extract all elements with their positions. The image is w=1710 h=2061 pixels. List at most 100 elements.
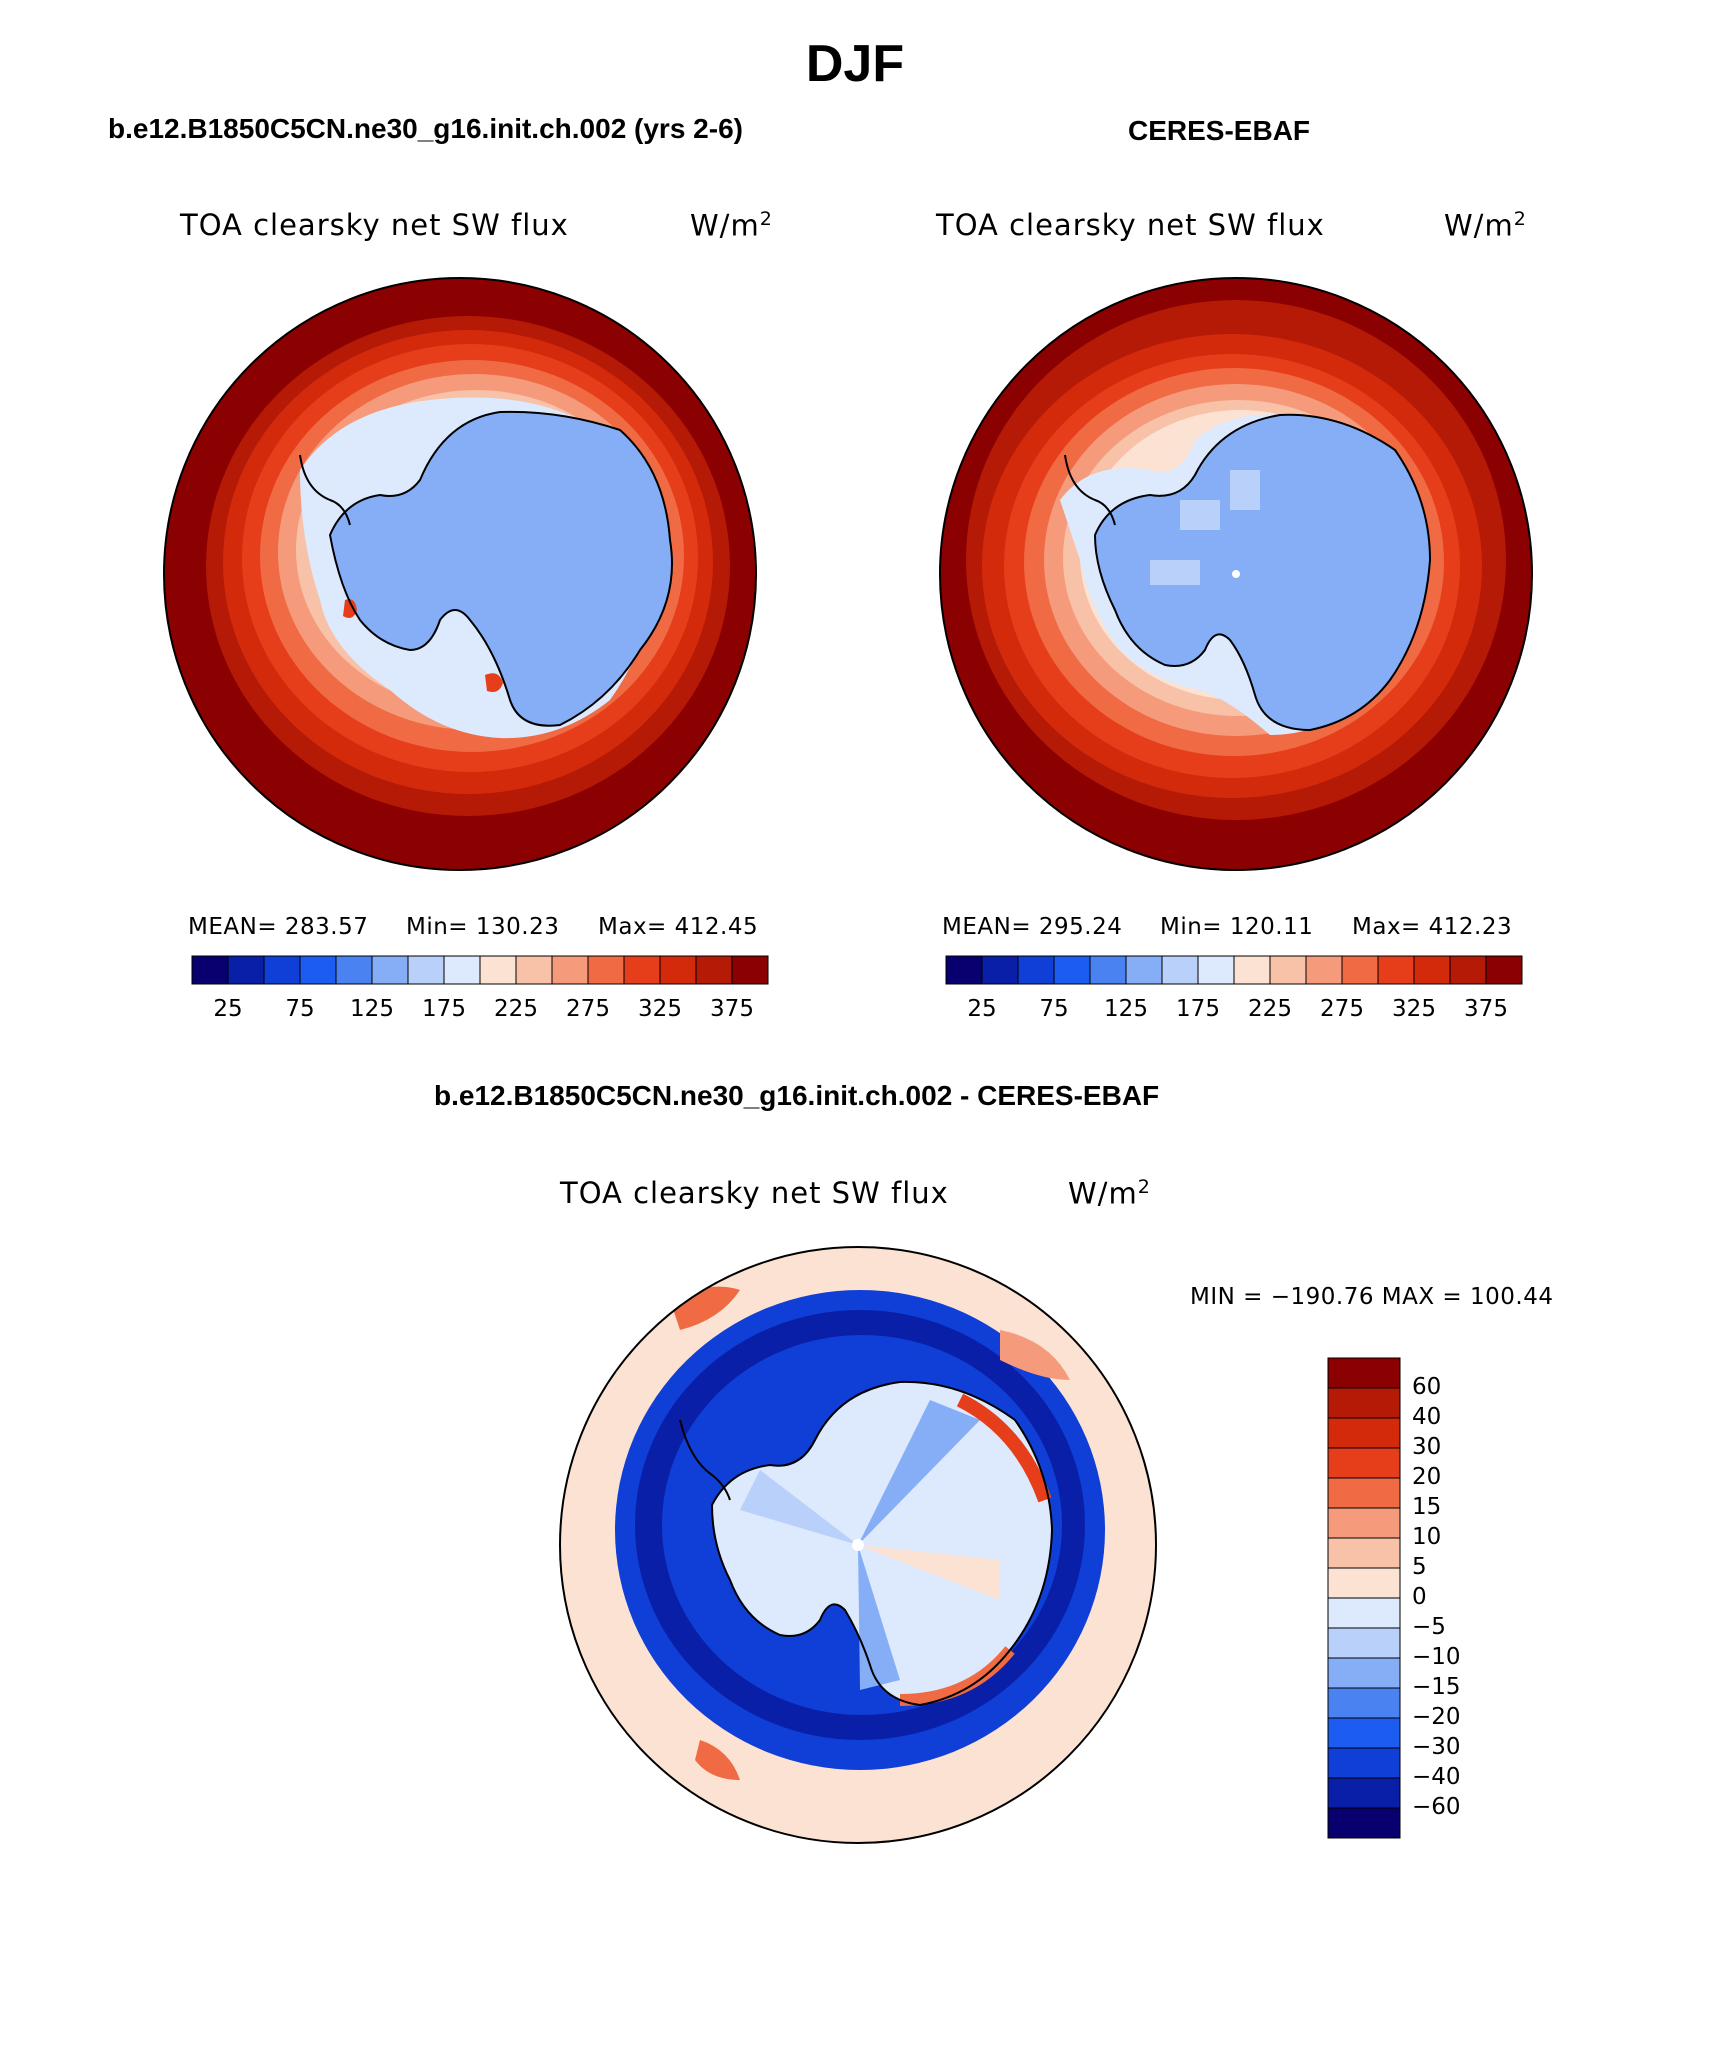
colorbar-swatch: [1327, 1747, 1401, 1779]
colorbar-swatch: [695, 955, 733, 985]
colorbar-swatch: [1377, 955, 1415, 985]
model-variable-label: TOA clearsky net SW flux: [180, 208, 569, 242]
model-red-patch: [343, 599, 357, 618]
difference-ice-sector: [740, 1470, 858, 1545]
colorbar-tick-label: 0: [1412, 1584, 1427, 1610]
colorbar-tick-label: 15: [1412, 1494, 1442, 1520]
model-units-label: W/m2: [690, 208, 773, 243]
colorbar-tick-label: 25: [967, 996, 997, 1022]
obs-mean-stat: MEAN= 295.24: [942, 914, 1123, 940]
colorbar-swatch: [335, 955, 373, 985]
obs-variable-label: TOA clearsky net SW flux: [936, 208, 1325, 242]
difference-ice-sector: [858, 1400, 980, 1545]
colorbar-tick-label: 125: [350, 996, 394, 1022]
model-antarctica-fill: [330, 411, 672, 726]
colorbar-tick-label: 40: [1412, 1404, 1442, 1430]
colorbar-tick-label: −15: [1412, 1674, 1461, 1700]
difference-coast-red-rim: [956, 1393, 1052, 1503]
colorbar-tick-label: −10: [1412, 1644, 1461, 1670]
colorbar-tick-label: −5: [1412, 1614, 1446, 1640]
obs-coastline: [1093, 413, 1432, 732]
model-mean-stat: MEAN= 283.57: [188, 914, 369, 940]
difference-minmax-stat: MIN = −190.76 MAX = 100.44: [1190, 1284, 1554, 1310]
obs-map-border: [939, 277, 1533, 871]
difference-coastline: [710, 1380, 1054, 1707]
colorbar-swatch: [1327, 1537, 1401, 1569]
obs-panel-title: CERES-EBAF: [1128, 115, 1311, 146]
model-colorbar: [191, 955, 769, 985]
colorbar-tick-label: 75: [1039, 996, 1069, 1022]
colorbar-tick-label: 325: [638, 996, 682, 1022]
colorbar-tick-label: 125: [1104, 996, 1148, 1022]
colorbar-tick-label: 325: [1392, 996, 1436, 1022]
colorbar-swatch: [623, 955, 661, 985]
difference-red-patch: [1000, 1330, 1070, 1380]
colorbar-swatch: [1161, 955, 1199, 985]
colorbar-swatch: [1327, 1357, 1401, 1389]
model-min-stat: Min= 130.23: [406, 914, 560, 940]
difference-peninsula-coast: [679, 1419, 731, 1501]
difference-map-border: [559, 1246, 1157, 1844]
colorbar-swatch: [443, 955, 481, 985]
obs-colorbar: [945, 955, 1523, 985]
colorbar-tick-label: 20: [1412, 1464, 1442, 1490]
obs-polar-map: [939, 277, 1533, 871]
colorbar-swatch: [1327, 1777, 1401, 1809]
colorbar-tick-label: 275: [566, 996, 610, 1022]
colorbar-tick-label: 225: [494, 996, 538, 1022]
colorbar-swatch: [227, 955, 265, 985]
model-polar-map: [163, 277, 757, 871]
colorbar-tick-label: −60: [1412, 1794, 1461, 1820]
colorbar-swatch: [1089, 955, 1127, 985]
model-panel-title: b.e12.B1850C5CN.ne30_g16.init.ch.002 (yr…: [108, 113, 743, 144]
colorbar-tick-label: −40: [1412, 1764, 1461, 1790]
colorbar-tick-label: 375: [1464, 996, 1508, 1022]
model-max-stat: Max= 412.45: [598, 914, 759, 940]
model-coastline: [328, 410, 673, 727]
colorbar-swatch: [1327, 1447, 1401, 1479]
colorbar-swatch: [1327, 1627, 1401, 1659]
obs-map-patch: [1150, 560, 1200, 585]
colorbar-swatch: [1233, 955, 1271, 985]
difference-variable-label: TOA clearsky net SW flux: [560, 1176, 949, 1210]
colorbar-swatch: [1413, 955, 1451, 985]
difference-antarctica-fill: [712, 1381, 1052, 1705]
colorbar-swatch: [1327, 1717, 1401, 1749]
colorbar-tick-label: 275: [1320, 996, 1364, 1022]
colorbar-swatch: [1327, 1387, 1401, 1419]
difference-colorbar: [1327, 1357, 1401, 1839]
colorbar-swatch: [551, 955, 589, 985]
colorbar-tick-label: −30: [1412, 1734, 1461, 1760]
colorbar-swatch: [1327, 1567, 1401, 1599]
colorbar-swatch: [299, 955, 337, 985]
difference-ice-sector: [858, 1545, 900, 1690]
colorbar-swatch: [1269, 955, 1307, 985]
colorbar-swatch: [1017, 955, 1055, 985]
colorbar-tick-label: 175: [1176, 996, 1220, 1022]
colorbar-tick-label: 10: [1412, 1524, 1442, 1550]
colorbar-tick-label: 225: [1248, 996, 1292, 1022]
difference-red-patch: [695, 1740, 740, 1780]
colorbar-tick-label: 60: [1412, 1374, 1442, 1400]
difference-panel-title: b.e12.B1850C5CN.ne30_g16.init.ch.002 - C…: [434, 1080, 1160, 1111]
colorbar-tick-label: 175: [422, 996, 466, 1022]
colorbar-swatch: [1327, 1597, 1401, 1629]
model-peninsula-coast: [299, 454, 351, 526]
obs-peninsula-coast: [1064, 454, 1116, 526]
difference-ice-sector: [858, 1545, 1000, 1600]
colorbar-swatch: [515, 955, 553, 985]
colorbar-swatch: [731, 955, 769, 985]
obs-map-patch: [1230, 470, 1260, 510]
colorbar-swatch: [659, 955, 697, 985]
obs-min-stat: Min= 120.11: [1160, 914, 1314, 940]
obs-antarctica-fill: [1095, 414, 1430, 730]
obs-map-patch: [1180, 500, 1220, 530]
model-map-border: [163, 277, 757, 871]
colorbar-tick-label: 375: [710, 996, 754, 1022]
colorbar-tick-label: 75: [285, 996, 315, 1022]
difference-units-label: W/m2: [1068, 1176, 1151, 1211]
model-red-patch: [485, 673, 503, 692]
obs-max-stat: Max= 412.23: [1352, 914, 1513, 940]
difference-pole-point: [852, 1539, 864, 1551]
